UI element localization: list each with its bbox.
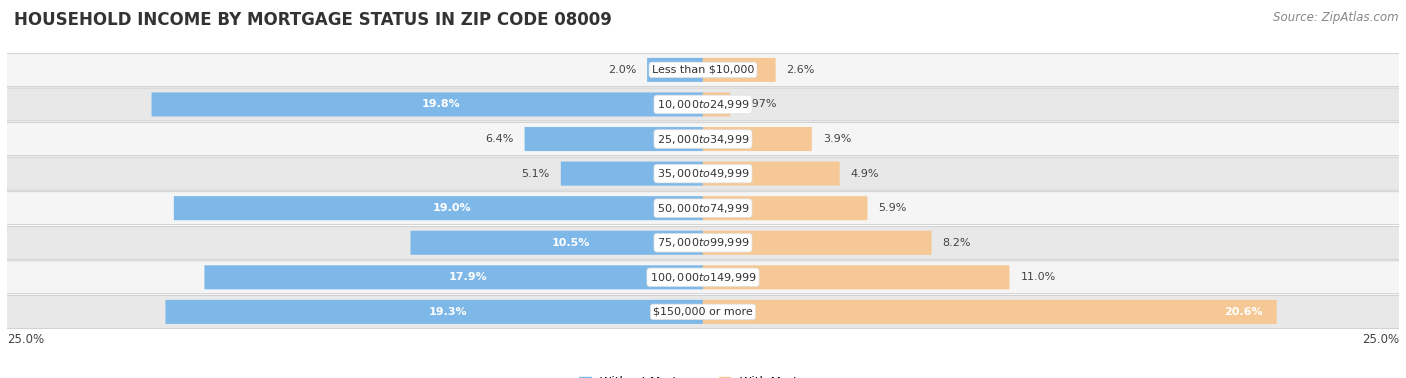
FancyBboxPatch shape: [647, 58, 703, 82]
FancyBboxPatch shape: [7, 157, 1399, 190]
FancyBboxPatch shape: [7, 226, 1399, 259]
Text: 19.8%: 19.8%: [422, 99, 461, 110]
Text: Less than $10,000: Less than $10,000: [652, 65, 754, 75]
FancyBboxPatch shape: [0, 226, 1406, 260]
Text: 0.97%: 0.97%: [741, 99, 776, 110]
FancyBboxPatch shape: [7, 53, 1399, 86]
FancyBboxPatch shape: [0, 157, 1406, 191]
Text: $100,000 to $149,999: $100,000 to $149,999: [650, 271, 756, 284]
Text: 17.9%: 17.9%: [449, 272, 486, 282]
Text: $10,000 to $24,999: $10,000 to $24,999: [657, 98, 749, 111]
FancyBboxPatch shape: [0, 295, 1406, 328]
FancyBboxPatch shape: [411, 231, 703, 255]
Text: 11.0%: 11.0%: [1021, 272, 1056, 282]
FancyBboxPatch shape: [7, 192, 1399, 225]
Text: 25.0%: 25.0%: [7, 333, 44, 345]
FancyBboxPatch shape: [703, 300, 1277, 324]
FancyBboxPatch shape: [703, 231, 932, 255]
Text: 6.4%: 6.4%: [485, 134, 513, 144]
FancyBboxPatch shape: [524, 127, 703, 151]
FancyBboxPatch shape: [703, 127, 811, 151]
Text: 19.0%: 19.0%: [433, 203, 471, 213]
Text: 5.1%: 5.1%: [522, 169, 550, 178]
FancyBboxPatch shape: [166, 300, 703, 324]
Legend: Without Mortgage, With Mortgage: Without Mortgage, With Mortgage: [579, 376, 827, 378]
Text: $75,000 to $99,999: $75,000 to $99,999: [657, 236, 749, 249]
FancyBboxPatch shape: [174, 196, 703, 220]
FancyBboxPatch shape: [703, 265, 1010, 289]
FancyBboxPatch shape: [0, 88, 1406, 121]
Text: 2.6%: 2.6%: [786, 65, 815, 75]
FancyBboxPatch shape: [0, 260, 1406, 294]
FancyBboxPatch shape: [7, 88, 1399, 121]
Text: 20.6%: 20.6%: [1225, 307, 1263, 317]
Text: 3.9%: 3.9%: [823, 134, 851, 144]
Text: $25,000 to $34,999: $25,000 to $34,999: [657, 133, 749, 146]
Text: 25.0%: 25.0%: [1362, 333, 1399, 345]
FancyBboxPatch shape: [703, 93, 730, 116]
Text: Source: ZipAtlas.com: Source: ZipAtlas.com: [1274, 11, 1399, 24]
Text: 2.0%: 2.0%: [607, 65, 636, 75]
FancyBboxPatch shape: [152, 93, 703, 116]
Text: 8.2%: 8.2%: [942, 238, 972, 248]
Text: 4.9%: 4.9%: [851, 169, 879, 178]
FancyBboxPatch shape: [204, 265, 703, 289]
FancyBboxPatch shape: [0, 53, 1406, 87]
FancyBboxPatch shape: [7, 296, 1399, 328]
Text: $35,000 to $49,999: $35,000 to $49,999: [657, 167, 749, 180]
FancyBboxPatch shape: [7, 261, 1399, 294]
Text: HOUSEHOLD INCOME BY MORTGAGE STATUS IN ZIP CODE 08009: HOUSEHOLD INCOME BY MORTGAGE STATUS IN Z…: [14, 11, 612, 29]
Text: 5.9%: 5.9%: [879, 203, 907, 213]
FancyBboxPatch shape: [0, 191, 1406, 225]
Text: $150,000 or more: $150,000 or more: [654, 307, 752, 317]
FancyBboxPatch shape: [703, 58, 776, 82]
FancyBboxPatch shape: [0, 122, 1406, 156]
Text: $50,000 to $74,999: $50,000 to $74,999: [657, 202, 749, 215]
FancyBboxPatch shape: [703, 196, 868, 220]
FancyBboxPatch shape: [7, 122, 1399, 155]
FancyBboxPatch shape: [703, 161, 839, 186]
Text: 10.5%: 10.5%: [551, 238, 589, 248]
FancyBboxPatch shape: [561, 161, 703, 186]
Text: 19.3%: 19.3%: [429, 307, 467, 317]
